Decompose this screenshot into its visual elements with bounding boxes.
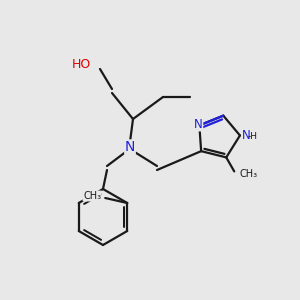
Text: CH₃: CH₃ <box>83 191 101 201</box>
Text: HO: HO <box>72 58 91 70</box>
Text: N: N <box>125 140 135 154</box>
Text: N: N <box>242 129 251 142</box>
Text: N: N <box>194 118 203 131</box>
Text: -H: -H <box>248 132 258 141</box>
Text: CH₃: CH₃ <box>239 169 257 179</box>
